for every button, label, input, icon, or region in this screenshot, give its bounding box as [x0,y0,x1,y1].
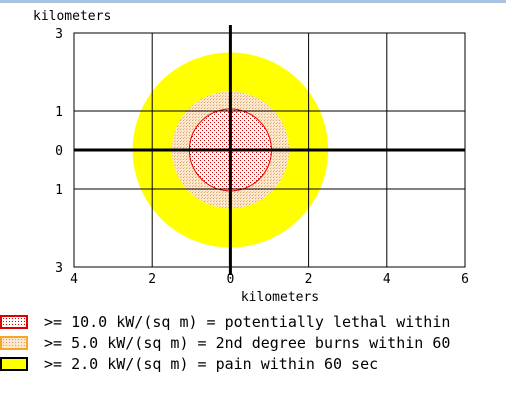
x-tick-label: 4 [70,272,78,287]
window-top-border [0,0,506,3]
y-tick-label: 0 [55,144,63,159]
legend-label-yellow: >= 2.0 kW/(sq m) = pain within 60 sec [44,355,379,373]
x-axis-label: kilometers [241,290,319,305]
yellow-zone-swatch [0,357,28,371]
legend-item-yellow: >= 2.0 kW/(sq m) = pain within 60 sec [0,355,506,376]
threat-zone-plot: 4 2 0 2 4 6 3 1 0 1 3 kilometers kilometers [33,9,469,305]
legend-item-orange: >= 5.0 kW/(sq m) = 2nd degree burns with… [0,334,506,355]
y-tick-label: 1 [55,105,63,120]
red-zone-swatch [0,315,28,329]
legend-label-red: >= 10.0 kW/(sq m) = potentially lethal w… [44,313,451,331]
x-tick-label: 2 [148,272,156,287]
legend-item-red: >= 10.0 kW/(sq m) = potentially lethal w… [0,313,506,334]
legend: >= 10.0 kW/(sq m) = potentially lethal w… [0,313,506,376]
x-tick-label: 4 [383,272,391,287]
y-tick-label: 3 [55,27,63,42]
y-tick-label: 1 [55,183,63,198]
y-tick-label: 3 [55,261,63,276]
legend-label-orange: >= 5.0 kW/(sq m) = 2nd degree burns with… [44,334,451,352]
x-tick-label: 6 [461,272,469,287]
orange-zone-swatch [0,336,28,350]
x-tick-label: 0 [226,272,234,287]
y-axis-label: kilometers [33,9,111,24]
x-tick-label: 2 [305,272,313,287]
